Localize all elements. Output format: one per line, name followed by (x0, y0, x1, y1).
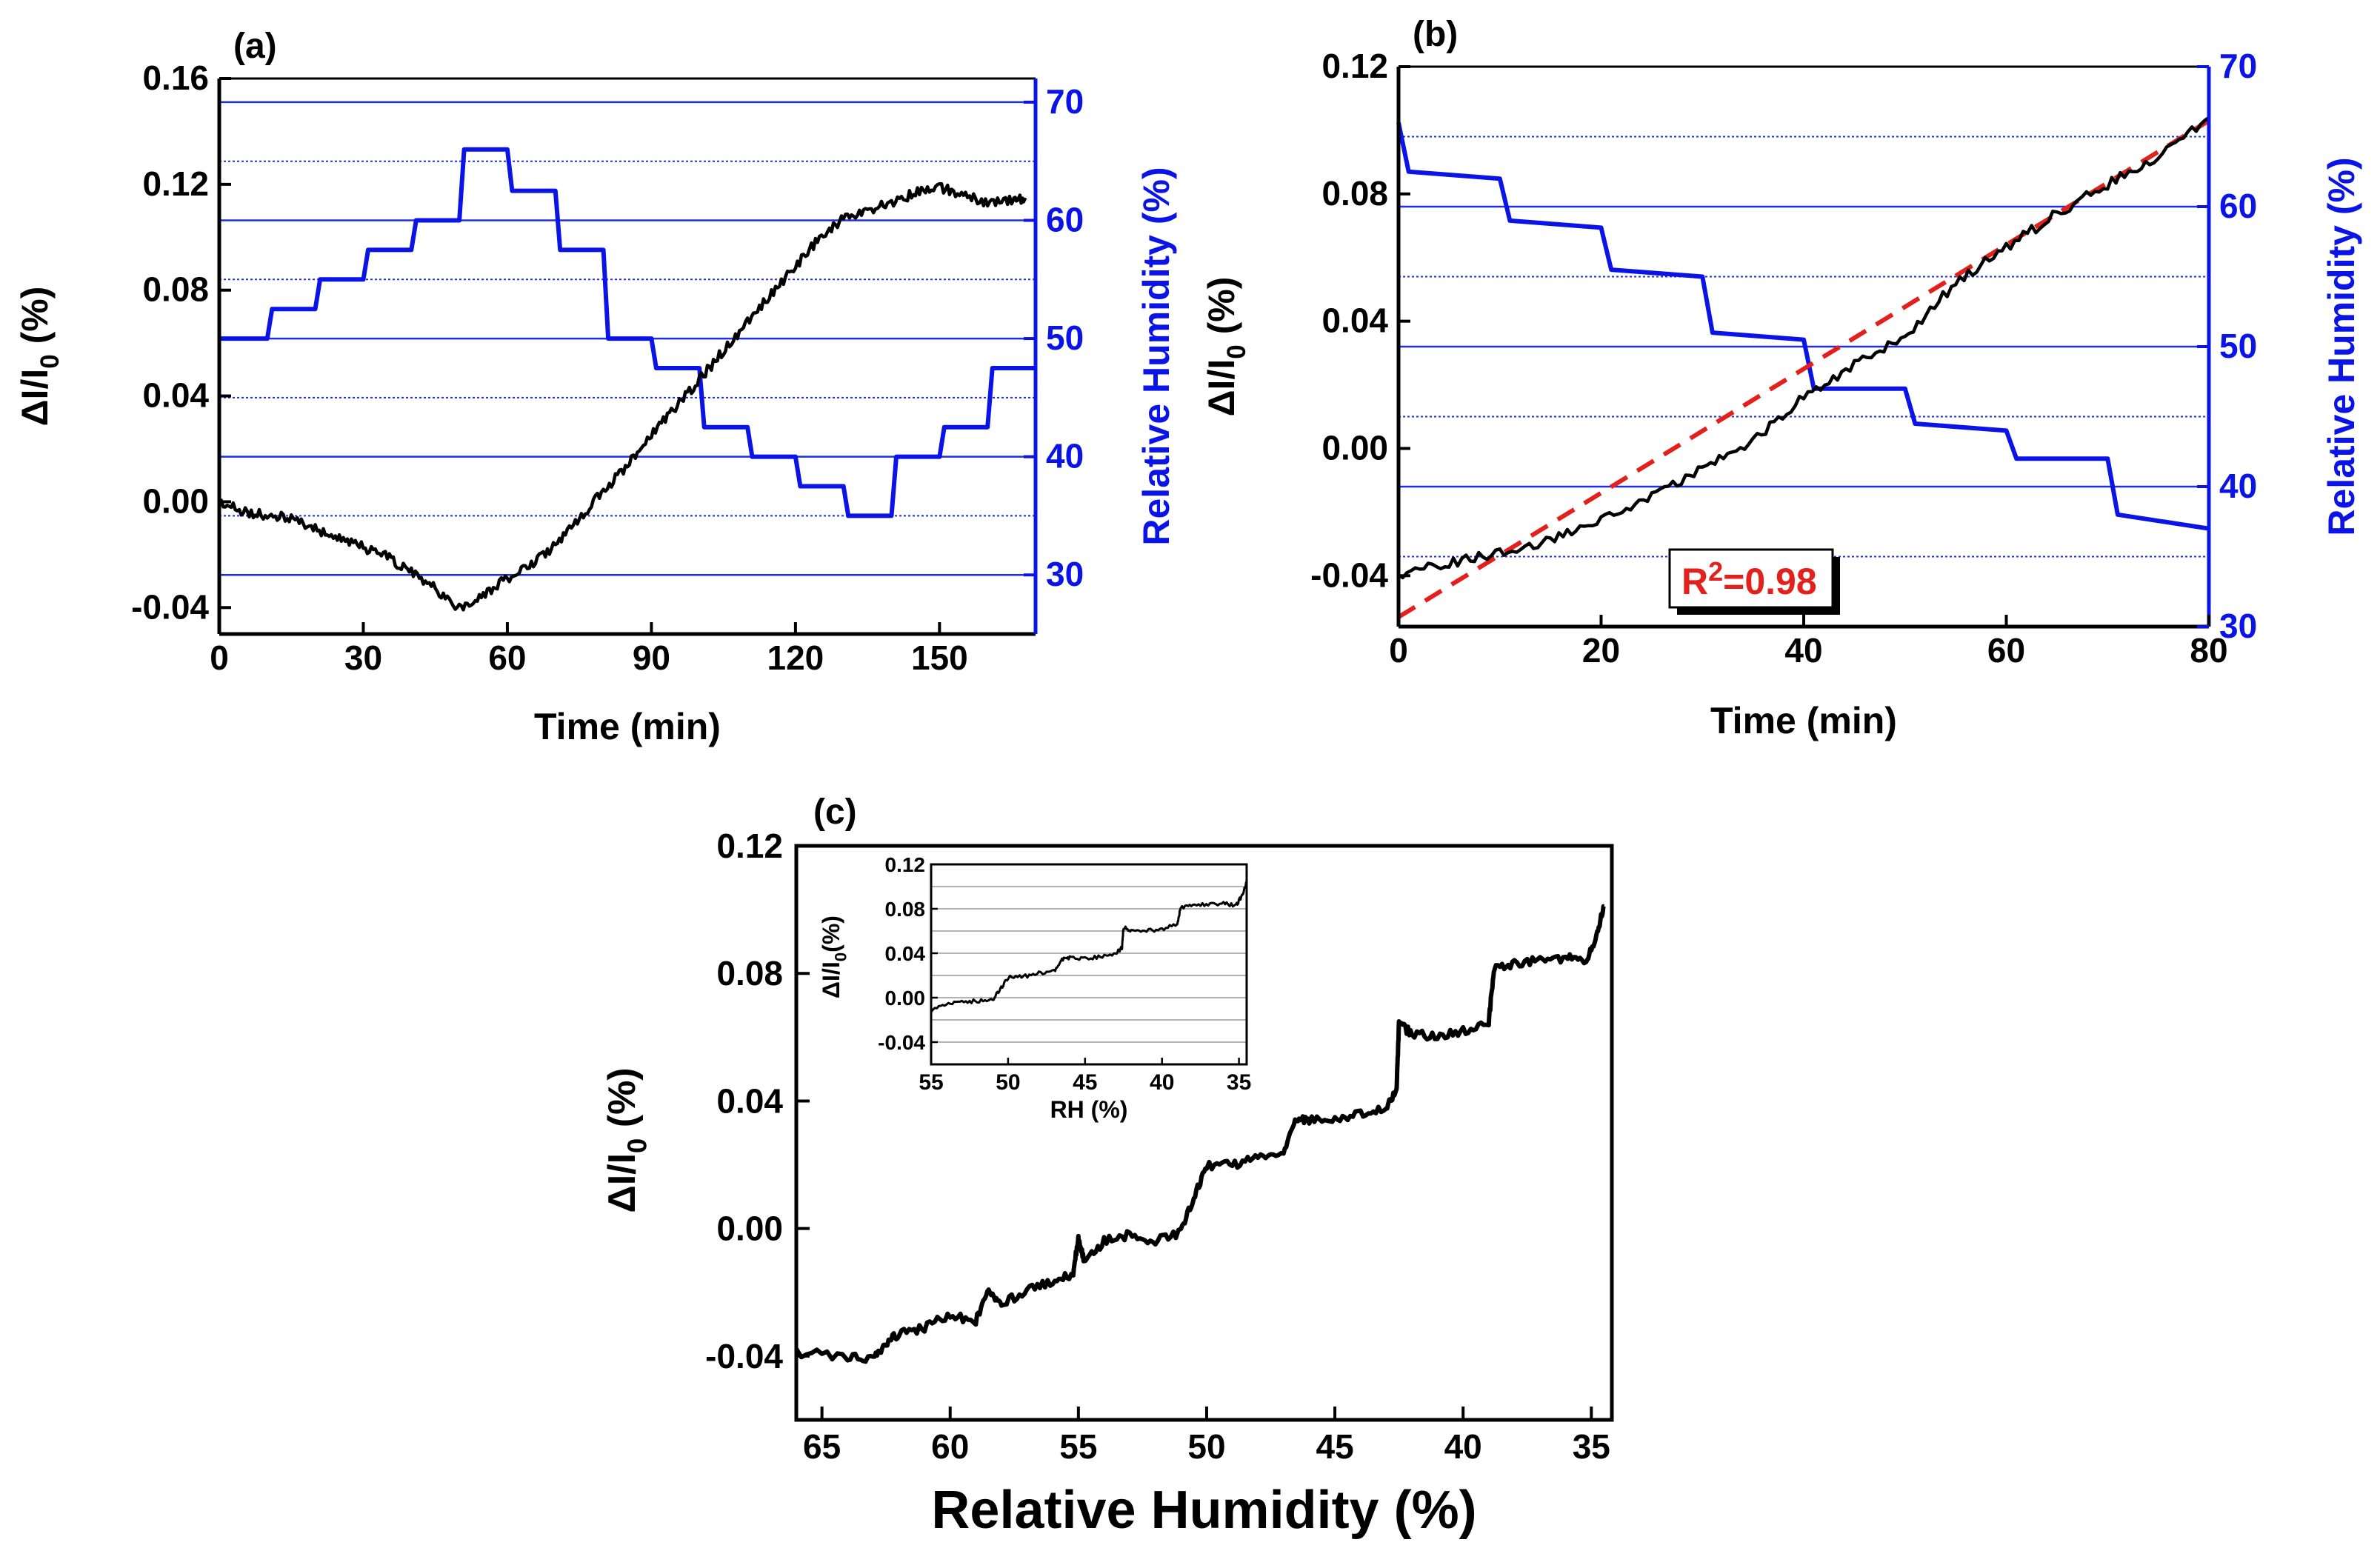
x-axis-label: Relative Humidity (%) (931, 1481, 1476, 1540)
series-current-response (218, 181, 1027, 612)
y-right-tick-label: 60 (1046, 200, 1084, 238)
x-tick-label: 40 (1444, 1427, 1482, 1466)
y-right-tick-label: 50 (1046, 318, 1084, 357)
y-right-tick-label: 70 (2219, 47, 2257, 85)
y-tick-label: 0.04 (716, 1081, 783, 1120)
x-tick-label: 60 (1987, 631, 2025, 670)
y-left-tick-label: 0.08 (142, 270, 209, 309)
series-current-vs-humidity (794, 904, 1606, 1364)
panel-c: 65 60 55 50 45 40 35 -0.04 0.00 0.04 0.08 0.12 Relat… (601, 793, 1614, 1540)
x-tick-label: 30 (344, 638, 382, 677)
panel-label: (c) (813, 793, 857, 832)
x-axis-label: Time (min) (1710, 700, 1897, 741)
inset-x-axis-label: RH (%) (1050, 1096, 1128, 1123)
x-tick-label: 60 (931, 1427, 969, 1466)
panel-b: 0 20 40 60 80 -0.04 0.00 0.04 0.08 0.12 30 40 50 60 70… (1201, 15, 2362, 741)
y-left-tick-label: 0.12 (1321, 47, 1388, 85)
y-left-axis-label: ΔI/I0 (%) (1201, 277, 1251, 417)
x-axis-label: Time (min) (534, 706, 721, 747)
x-tick-label: 45 (1316, 1427, 1353, 1466)
y-left-axis-label: ΔI/I0 (%) (14, 287, 64, 427)
x-tick-label: 50 (1187, 1427, 1225, 1466)
y-right-tick-label: 40 (1046, 437, 1084, 476)
series-relative-humidity (219, 147, 1036, 518)
series-current-response (1397, 116, 2210, 580)
linear-fit-line (1397, 119, 2210, 619)
y-tick-label: -0.04 (705, 1337, 783, 1375)
x-tick-label: 80 (2190, 631, 2227, 670)
inset-x-tick-label: 35 (1227, 1070, 1251, 1095)
panel-label: (b) (1413, 15, 1458, 54)
x-tick-label: 150 (911, 638, 968, 677)
y-right-tick-label: 50 (2219, 327, 2257, 365)
y-tick-label: 0.08 (716, 954, 783, 992)
inset-y-tick-label: 0.08 (885, 898, 926, 921)
y-left-tick-label: 0.04 (142, 376, 209, 415)
y-right-tick-label: 30 (1046, 555, 1084, 593)
y-axis-label: ΔI/I0 (%) (601, 1067, 653, 1212)
y-right-tick-label: 60 (2219, 187, 2257, 225)
inset-series (930, 881, 1247, 1013)
inset-x-tick-label: 45 (1073, 1070, 1097, 1095)
inset-y-tick-label: -0.04 (878, 1031, 925, 1054)
x-tick-label: 35 (1573, 1427, 1610, 1466)
y-right-tick-label: 30 (2219, 607, 2257, 645)
y-right-axis-label: Relative Humidity (%) (2321, 157, 2362, 536)
y-right-tick-label: 70 (1046, 82, 1084, 121)
y-left-tick-label: 0.12 (142, 164, 209, 203)
y-left-tick-label: -0.04 (131, 587, 209, 626)
inset-chart: 55 50 45 40 35 -0.04 0.00 0.04 0.08 0.12 RH (%) ΔI/… (818, 853, 1251, 1123)
x-tick-label: 90 (633, 638, 670, 677)
y-right-axis-label: Relative Humidity (%) (1136, 167, 1177, 545)
inset-x-tick-label: 40 (1150, 1070, 1174, 1095)
y-left-tick-label: 0.00 (142, 481, 209, 520)
inset-background (931, 864, 1247, 1064)
y-left-tick-label: 0.16 (142, 59, 209, 97)
x-tick-label: 0 (1389, 631, 1408, 670)
panel-a: 0 30 60 90 120 150 -0.04 0.00 0.04 0.08 0.12 0.16 30… (14, 27, 1177, 747)
inset-x-tick-label: 50 (996, 1070, 1020, 1095)
inset-y-tick-label: 0.12 (885, 853, 926, 876)
x-tick-label: 0 (210, 638, 229, 677)
y-left-tick-label: 0.08 (1321, 174, 1388, 213)
y-left-tick-label: 0.00 (1321, 428, 1388, 467)
y-right-tick-label: 40 (2219, 467, 2257, 505)
panel-label: (a) (233, 27, 277, 66)
r-squared-annotation: R2=0.98 (1681, 556, 1817, 602)
x-tick-label: 120 (767, 638, 824, 677)
series-relative-humidity (1396, 121, 2210, 531)
y-left-tick-label: -0.04 (1310, 556, 1388, 594)
x-tick-label: 60 (488, 638, 526, 677)
y-tick-label: 0.12 (716, 827, 783, 865)
inset-frame (930, 863, 1248, 1066)
inset-y-axis-label: ΔI/I0(%) (818, 915, 850, 998)
y-tick-label: 0.00 (716, 1210, 783, 1248)
x-tick-label: 55 (1059, 1427, 1097, 1466)
x-tick-label: 20 (1582, 631, 1620, 670)
plot-frame (794, 844, 1614, 1422)
inset-y-tick-label: 0.04 (885, 942, 926, 965)
inset-y-tick-label: 0.00 (885, 987, 926, 1010)
inset-x-tick-label: 55 (919, 1070, 943, 1095)
x-tick-label: 40 (1784, 631, 1822, 670)
y-left-tick-label: 0.04 (1321, 301, 1388, 340)
annotation-box (1668, 548, 1834, 609)
x-tick-label: 65 (803, 1427, 841, 1466)
